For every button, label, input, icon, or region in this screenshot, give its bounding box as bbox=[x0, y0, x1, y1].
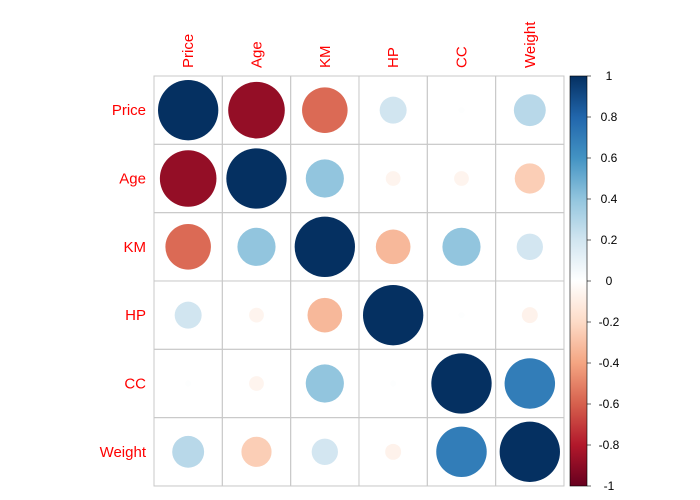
circle-cc-price bbox=[185, 380, 192, 387]
circle-cc-cc bbox=[431, 353, 492, 414]
circle-hp-age bbox=[249, 307, 264, 323]
circles-layer bbox=[158, 80, 560, 482]
row-labels: Price Age KM HP CC Weight bbox=[100, 102, 147, 461]
cell-weight-weight bbox=[495, 417, 565, 487]
circle-hp-weight bbox=[521, 307, 538, 324]
cells-layer bbox=[153, 75, 565, 487]
colorbar-tick-label: 0.2 bbox=[601, 233, 618, 247]
row-label-weight: Weight bbox=[100, 444, 147, 461]
column-label-age: Age bbox=[248, 41, 265, 68]
circle-weight-price bbox=[172, 435, 205, 468]
circle-age-price bbox=[159, 150, 217, 207]
circle-km-hp bbox=[375, 229, 411, 265]
colorbar-tick-label: -0.6 bbox=[599, 397, 620, 411]
circle-price-age bbox=[228, 81, 285, 139]
colorbar-tick-label: 0 bbox=[606, 274, 613, 288]
row-label-km: KM bbox=[124, 239, 147, 256]
circle-km-km bbox=[294, 216, 355, 277]
row-label-price: Price bbox=[112, 102, 146, 119]
circle-weight-km bbox=[311, 438, 338, 465]
colorbar-tick-label: -0.8 bbox=[599, 438, 620, 452]
circle-km-weight bbox=[516, 233, 543, 260]
circle-weight-weight bbox=[499, 421, 560, 482]
column-label-km: KM bbox=[317, 46, 334, 69]
circle-price-hp bbox=[379, 96, 407, 124]
circle-weight-hp bbox=[385, 443, 402, 460]
colorbar-ticks: 1 0.8 0.6 0.4 0.2 0 -0.2 -0.4 -0.6 -0.8 -1 bbox=[587, 69, 620, 493]
colorbar-tick-label: -0.4 bbox=[599, 356, 620, 370]
row-label-age: Age bbox=[119, 170, 146, 187]
circle-hp-cc bbox=[458, 312, 465, 319]
colorbar-tick-label: -1 bbox=[604, 479, 615, 493]
circle-cc-hp bbox=[390, 380, 397, 387]
column-labels: Price Age KM HP CC Weight bbox=[180, 21, 539, 68]
circle-cc-weight bbox=[504, 358, 556, 409]
circle-km-age bbox=[237, 227, 276, 266]
circle-cc-km bbox=[305, 364, 344, 403]
colorbar-gradient bbox=[569, 75, 588, 487]
circle-price-weight bbox=[513, 94, 546, 127]
row-label-cc: CC bbox=[124, 375, 146, 392]
circle-price-cc bbox=[458, 107, 465, 114]
colorbar-tick-label: 0.6 bbox=[601, 151, 618, 165]
column-label-hp: HP bbox=[385, 47, 402, 68]
colorbar-tick-label: 0.4 bbox=[601, 192, 618, 206]
circle-hp-price bbox=[174, 301, 202, 329]
circle-age-age bbox=[226, 148, 287, 209]
colorbar-tick-label: 0.8 bbox=[601, 110, 618, 124]
colorbar-tick-label: -0.2 bbox=[599, 315, 620, 329]
circle-weight-cc bbox=[436, 426, 487, 478]
column-label-weight: Weight bbox=[522, 21, 539, 68]
column-label-cc: CC bbox=[453, 46, 470, 68]
circle-age-hp bbox=[385, 171, 401, 186]
row-label-hp: HP bbox=[125, 307, 146, 324]
circle-cc-age bbox=[249, 376, 264, 391]
circle-km-cc bbox=[442, 227, 481, 266]
circle-age-cc bbox=[454, 171, 469, 186]
circle-hp-hp bbox=[362, 284, 424, 346]
circle-hp-km bbox=[307, 297, 343, 333]
circle-km-price bbox=[165, 224, 211, 270]
circle-age-km bbox=[305, 159, 344, 198]
colorbar-tick-label: 1 bbox=[606, 69, 613, 83]
circle-weight-age bbox=[241, 436, 272, 467]
circle-price-km bbox=[302, 87, 348, 133]
column-label-price: Price bbox=[180, 34, 197, 68]
circle-price-price bbox=[158, 80, 219, 141]
colorbar: 1 0.8 0.6 0.4 0.2 0 -0.2 -0.4 -0.6 -0.8 -1 bbox=[569, 69, 620, 493]
circle-age-weight bbox=[514, 163, 545, 194]
